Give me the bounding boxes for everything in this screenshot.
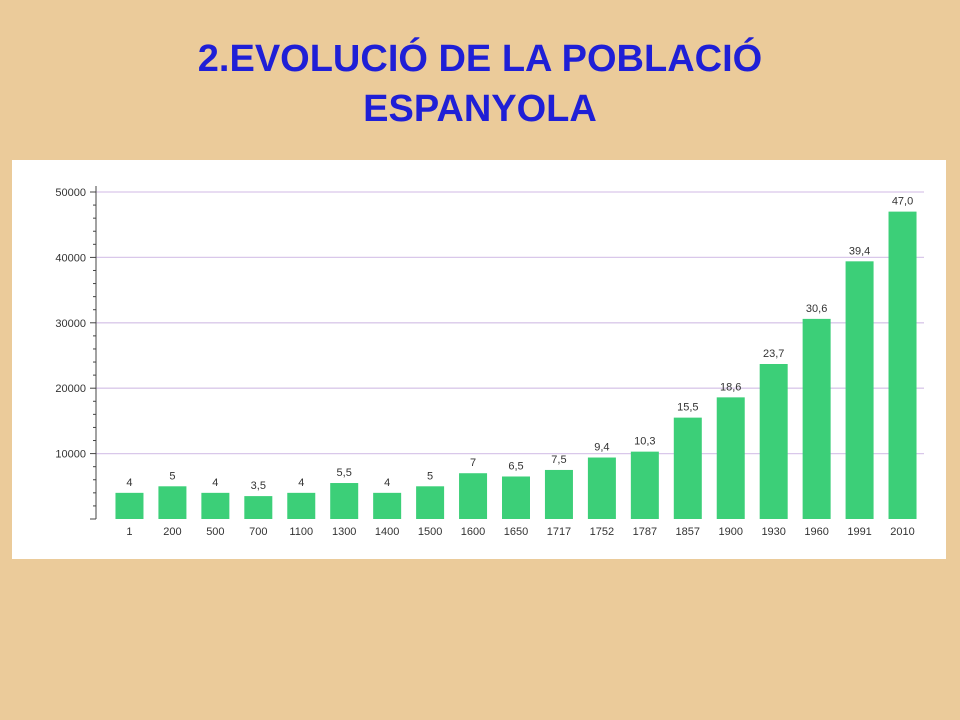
data-label-1717: 7,5: [551, 454, 566, 466]
data-label-500: 4: [212, 477, 218, 489]
data-label-1600: 7: [470, 457, 476, 469]
x-tick-label-2010: 2010: [890, 526, 914, 538]
bar-1717: [544, 469, 573, 519]
x-tick-label-1600: 1600: [461, 526, 485, 538]
slide-title: 2.EVOLUCIÓ DE LA POBLACIÓ ESPANYOLA: [0, 34, 960, 134]
data-label-1: 4: [126, 477, 132, 489]
data-label-700: 3,5: [251, 480, 266, 492]
slide-title-line-2: ESPANYOLA: [363, 88, 597, 130]
bar-1300: [330, 483, 359, 519]
data-label-200: 5: [169, 470, 175, 482]
x-tick-label-1930: 1930: [761, 526, 785, 538]
x-tick-label-1500: 1500: [418, 526, 442, 538]
bar-2010: [888, 211, 917, 519]
data-label-2010: 47,0: [892, 196, 913, 208]
x-tick-label-1717: 1717: [547, 526, 571, 538]
bar-200: [158, 486, 187, 519]
data-label-1930: 23,7: [763, 348, 784, 360]
bar-500: [201, 492, 230, 519]
y-tick-label-20000: 20000: [55, 383, 86, 395]
data-label-1991: 39,4: [849, 245, 870, 257]
data-label-1960: 30,6: [806, 303, 827, 315]
bar-1600: [459, 473, 488, 519]
data-label-1400: 4: [384, 477, 390, 489]
y-tick-label-30000: 30000: [55, 318, 86, 330]
data-label-1650: 6,5: [508, 460, 523, 472]
bar-1650: [502, 476, 530, 519]
bar-1787: [630, 451, 659, 519]
x-tick-label-500: 500: [206, 526, 224, 538]
bar-chart: 10000 20000 30000 40000 50000 4 1 5 200 4 500 3,5 70…: [55, 186, 924, 538]
bar-1400: [373, 492, 402, 519]
bar-700: [244, 496, 273, 519]
x-tick-label-1752: 1752: [590, 526, 614, 538]
bar-1930: [759, 364, 788, 519]
x-tick-label-1400: 1400: [375, 526, 399, 538]
bar-1857: [673, 417, 702, 519]
data-label-1787: 10,3: [634, 436, 655, 448]
data-label-1500: 5: [427, 470, 433, 482]
x-tick-label-1100: 1100: [289, 526, 313, 538]
x-tick-label-1991: 1991: [847, 526, 871, 538]
data-label-1900: 18,6: [720, 381, 741, 393]
data-label-1857: 15,5: [677, 402, 698, 414]
x-tick-label-700: 700: [249, 526, 267, 538]
x-tick-label-1857: 1857: [676, 526, 700, 538]
x-tick-label-1650: 1650: [504, 526, 528, 538]
y-tick-label-50000: 50000: [55, 187, 86, 199]
y-tick-label-40000: 40000: [55, 252, 86, 264]
data-label-1100: 4: [298, 477, 304, 489]
bar-1900: [716, 397, 745, 519]
bar-1960: [802, 318, 831, 519]
x-tick-label-1300: 1300: [332, 526, 356, 538]
bar-1500: [416, 486, 445, 519]
data-label-1300: 5,5: [337, 467, 352, 479]
bar-1100: [287, 492, 316, 519]
y-tick-label-10000: 10000: [55, 449, 86, 461]
bar-1991: [845, 261, 874, 519]
data-label-1752: 9,4: [594, 442, 609, 454]
bar-1752: [587, 457, 616, 519]
x-tick-label-200: 200: [163, 526, 181, 538]
x-tick-label-1960: 1960: [804, 526, 828, 538]
bar-1: [115, 492, 144, 519]
x-tick-label-1787: 1787: [633, 526, 657, 538]
slide-title-line-1: 2.EVOLUCIÓ DE LA POBLACIÓ: [197, 38, 763, 80]
x-tick-label-1900: 1900: [718, 526, 742, 538]
chart-panel: 10000 20000 30000 40000 50000 4 1 5 200 4 500 3,5 70…: [12, 160, 946, 559]
x-tick-label-1: 1: [126, 526, 132, 538]
